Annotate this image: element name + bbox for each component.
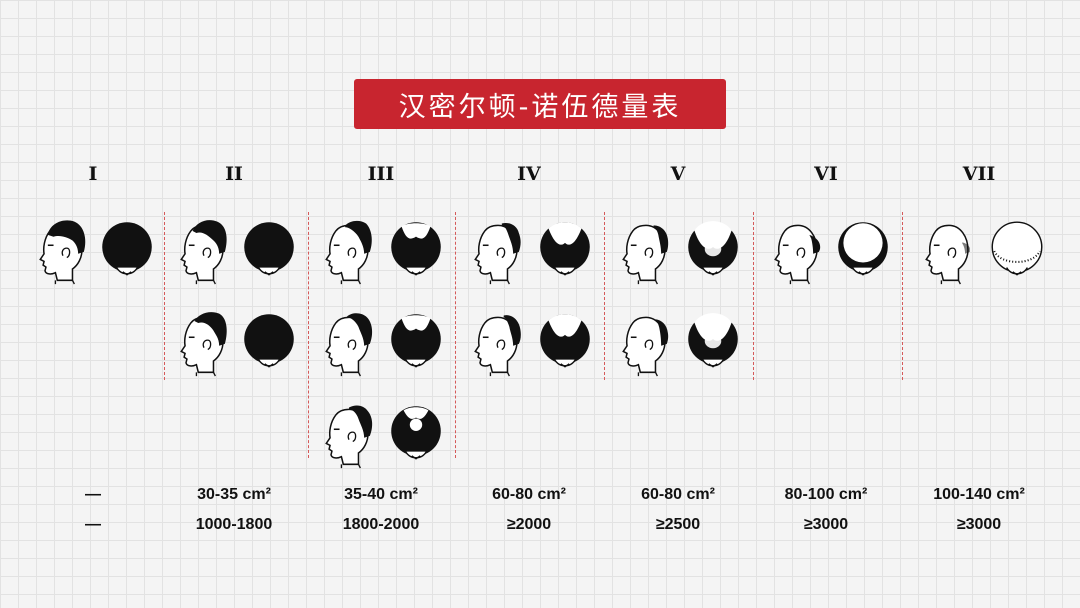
grade-1-area: — (85, 486, 101, 503)
side-view-head-icon (468, 214, 528, 286)
grade-3-label: III (367, 163, 395, 185)
top-view-head-icon (242, 216, 296, 280)
side-view-head-icon (616, 214, 676, 286)
divider-1-2 (164, 212, 165, 380)
grade-1-grafts: — (85, 516, 101, 533)
grade-5-label: V (670, 163, 686, 185)
side-view-head-icon (319, 398, 379, 470)
top-view-head-icon (100, 216, 154, 280)
side-view-head-icon (919, 214, 979, 286)
side-view-head-icon (174, 214, 234, 286)
divider-4-5 (604, 212, 605, 380)
top-view-head-icon (538, 308, 592, 372)
divider-6-7 (902, 212, 903, 380)
side-view-head-icon (468, 306, 528, 378)
grade-3-area: 35-40 cm² (344, 486, 418, 503)
grade-2-grafts: 1000-1800 (195, 516, 273, 533)
grade-2-label: II (225, 163, 243, 185)
side-view-head-icon (616, 306, 676, 378)
grade-4-grafts: ≥2000 (506, 516, 552, 533)
grade-4-label: IV (517, 163, 541, 185)
grade-7-grafts: ≥3000 (956, 516, 1002, 533)
grade-1-label: I (88, 163, 98, 185)
side-view-head-icon (319, 306, 379, 378)
top-view-head-icon (538, 216, 592, 280)
side-view-head-icon (33, 214, 93, 286)
scale-title: 汉密尔顿-诺伍德量表 (354, 79, 726, 129)
top-view-head-icon (686, 216, 740, 280)
divider-5-6 (753, 212, 754, 380)
top-view-head-icon (686, 308, 740, 372)
grade-6-area: 80-100 cm² (784, 486, 868, 503)
grade-3-grafts: 1800-2000 (342, 516, 420, 533)
top-view-head-icon (242, 308, 296, 372)
divider-3-4 (455, 212, 456, 458)
top-view-head-icon (836, 216, 890, 280)
grade-5-grafts: ≥2500 (655, 516, 701, 533)
side-view-head-icon (319, 214, 379, 286)
grade-2-area: 30-35 cm² (197, 486, 271, 503)
grade-4-area: 60-80 cm² (492, 486, 566, 503)
divider-2-3 (308, 212, 309, 458)
side-view-head-icon (174, 306, 234, 378)
top-view-head-icon (389, 400, 443, 464)
grade-7-label: VII (962, 163, 996, 185)
top-view-head-icon (389, 308, 443, 372)
grade-6-grafts: ≥3000 (803, 516, 849, 533)
grade-7-area: 100-140 cm² (933, 486, 1025, 503)
top-view-head-icon (990, 216, 1044, 280)
grade-5-area: 60-80 cm² (641, 486, 715, 503)
grade-6-label: VI (814, 163, 838, 185)
top-view-head-icon (389, 216, 443, 280)
side-view-head-icon (768, 214, 828, 286)
